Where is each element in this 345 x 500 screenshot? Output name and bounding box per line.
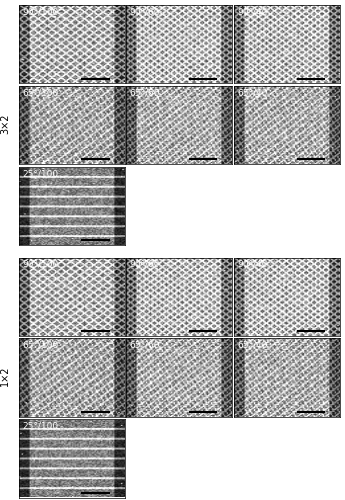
Text: 90°/40: 90°/40 — [237, 260, 268, 269]
Text: 65°/60: 65°/60 — [130, 88, 160, 97]
Text: 25°/100: 25°/100 — [22, 422, 58, 430]
Text: 25°/100: 25°/100 — [22, 169, 58, 178]
Text: 65°/100: 65°/100 — [22, 340, 58, 349]
Text: 65°/40: 65°/40 — [237, 88, 268, 97]
Text: 1×2: 1×2 — [0, 366, 10, 386]
Text: 90°/60: 90°/60 — [130, 8, 160, 16]
Text: 90°/100: 90°/100 — [22, 260, 58, 269]
Text: 90°/60: 90°/60 — [130, 260, 160, 269]
Text: 90°/100: 90°/100 — [22, 8, 58, 16]
Text: 65°/60: 65°/60 — [130, 340, 160, 349]
Text: 65°/100: 65°/100 — [22, 88, 58, 97]
Text: 65°/40: 65°/40 — [237, 340, 268, 349]
Text: 3×2: 3×2 — [0, 114, 10, 134]
Text: 90°/40: 90°/40 — [237, 8, 268, 16]
